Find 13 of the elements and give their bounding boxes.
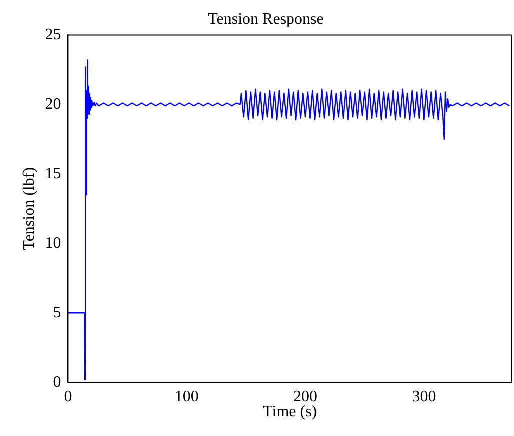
y-axis-title: Tension (lbf) <box>20 167 38 250</box>
y-tick-label: 0 <box>53 374 62 391</box>
x-axis-title: Time (s) <box>263 404 318 421</box>
x-tick-label: 300 <box>412 388 436 406</box>
chart-title: Tension Response <box>208 10 324 28</box>
y-tick-label: 5 <box>53 304 62 322</box>
x-tick-label: 100 <box>174 388 199 406</box>
y-tick-label: 25 <box>45 26 62 44</box>
y-tick-label: 20 <box>45 96 62 113</box>
x-tick-label: 0 <box>64 388 72 406</box>
y-tick-label: 10 <box>45 234 62 252</box>
y-tick-label: 15 <box>45 165 62 182</box>
x-tick-label: 200 <box>294 388 318 406</box>
